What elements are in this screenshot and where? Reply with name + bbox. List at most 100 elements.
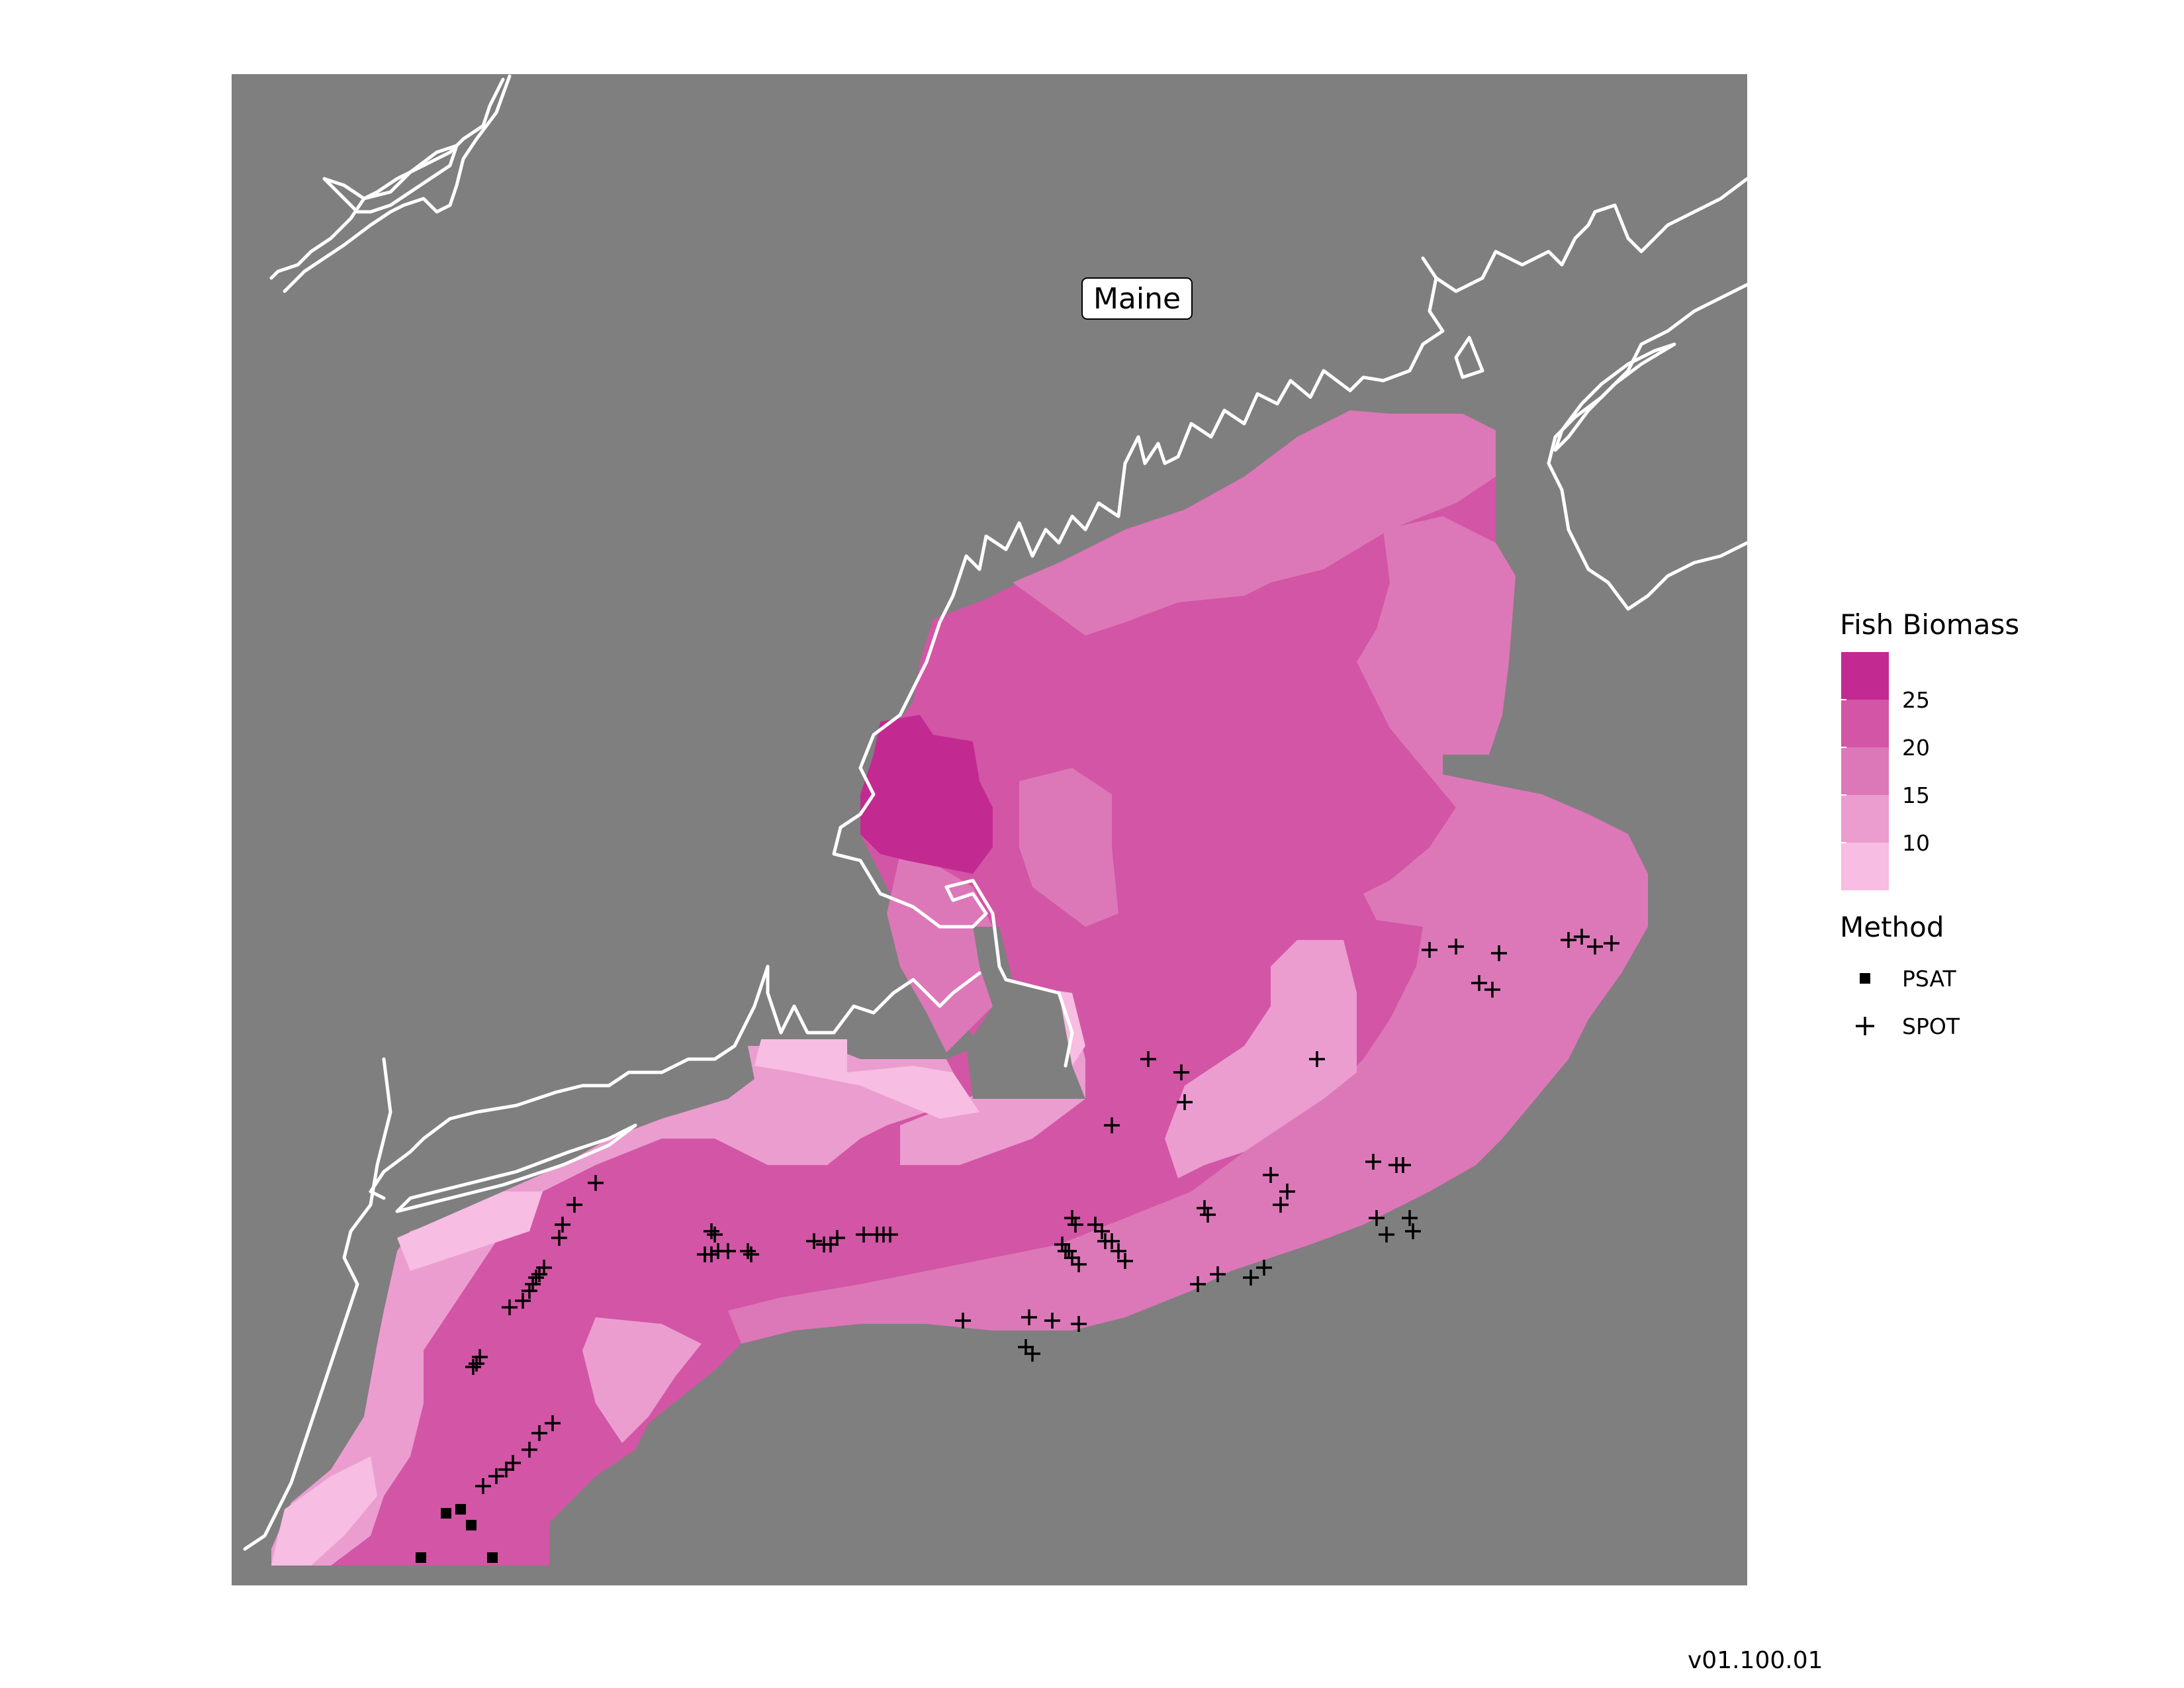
psat-marker — [466, 1520, 477, 1530]
spot-marker — [1491, 945, 1507, 961]
spot-marker — [1604, 935, 1619, 951]
spot-marker — [515, 1293, 531, 1309]
biomass-region-nj-10 — [582, 1317, 702, 1443]
spot-marker — [704, 1223, 719, 1239]
legend-biomass: Fish Biomass 25 20 15 10 — [1840, 608, 2019, 890]
spot-marker — [1140, 1051, 1156, 1067]
spot-marker — [502, 1299, 518, 1315]
spot-marker — [1379, 1227, 1394, 1243]
spot-marker — [555, 1217, 570, 1233]
psat-markers — [416, 1504, 498, 1563]
spot-marker — [1058, 1243, 1073, 1259]
legend-method: Method PSAT SPOT — [1840, 911, 1960, 1039]
spot-marker — [1587, 939, 1603, 955]
spot-marker — [531, 1266, 547, 1282]
legend-biomass-label: 20 — [1902, 735, 1930, 761]
legend-method-label-psat: PSAT — [1902, 966, 1956, 992]
psat-marker — [441, 1508, 451, 1519]
biomass-region-shoals-5 — [754, 1039, 979, 1119]
spot-marker — [1117, 1253, 1133, 1269]
coastline — [243, 74, 1749, 1551]
spot-marker — [1044, 1313, 1060, 1329]
coastline-st-lawrence-island — [322, 144, 459, 214]
spot-marker — [1197, 1200, 1212, 1216]
spot-marker — [465, 1359, 481, 1375]
coastline-bay-of-fundy — [1553, 342, 1676, 452]
spot-marker — [488, 1468, 504, 1484]
biomass-region-massbay-25 — [860, 715, 993, 874]
spot-marker — [1574, 929, 1590, 945]
spot-marker — [743, 1246, 759, 1262]
coastline-nj — [243, 1057, 392, 1551]
spot-marker — [1365, 1154, 1381, 1170]
coastline-long-island — [395, 1123, 637, 1213]
spot-marker — [1273, 1197, 1289, 1213]
spot-marker — [707, 1227, 723, 1243]
spot-marker — [1422, 942, 1437, 958]
spot-marker — [955, 1313, 971, 1329]
place-label-maine: Maine — [1093, 282, 1181, 316]
spot-marker — [1243, 1270, 1259, 1286]
legend-biomass-swatch — [1841, 843, 1889, 890]
spot-marker — [1369, 1210, 1385, 1226]
biomass-region-capecod-15 — [887, 854, 993, 1053]
spot-markers — [465, 929, 1619, 1494]
capecod-land-gap — [966, 927, 1085, 1099]
spot-marker — [1173, 1064, 1189, 1080]
spot-marker — [1064, 1210, 1080, 1226]
spot-marker — [1190, 1276, 1206, 1292]
spot-marker — [1018, 1339, 1034, 1355]
spot-marker — [1054, 1237, 1070, 1252]
spot-marker — [1405, 1223, 1421, 1239]
biomass-region-ny-5 — [397, 1192, 543, 1271]
spot-marker — [1177, 1094, 1193, 1110]
spot-marker — [823, 1237, 839, 1252]
coastline-nova-scotia — [1547, 283, 1749, 611]
legend-psat-symbol-icon — [1860, 973, 1870, 984]
biomass-region-georges-10 — [1165, 940, 1357, 1178]
spot-marker — [528, 1270, 544, 1286]
coastline-st-lawrence-south — [283, 74, 512, 293]
legend-biomass-label: 25 — [1902, 687, 1930, 713]
spot-marker — [882, 1227, 898, 1243]
legend-biomass-swatch — [1841, 795, 1889, 843]
spot-marker — [522, 1283, 537, 1299]
spot-marker — [551, 1230, 567, 1246]
spot-marker — [505, 1455, 521, 1471]
legend-biomass-swatch — [1841, 747, 1889, 795]
spot-marker — [1210, 1266, 1226, 1282]
spot-marker — [1094, 1223, 1110, 1239]
psat-marker — [416, 1552, 426, 1563]
coastline-canada-ne — [1434, 177, 1749, 293]
legend-biomass-label: 15 — [1902, 782, 1930, 808]
map-panel: Maine — [232, 74, 1749, 1585]
spot-marker — [1484, 982, 1500, 998]
biomass-region-central-15 — [1019, 768, 1118, 927]
coastline-maine-islands — [1454, 336, 1484, 379]
legend-method-label-spot: SPOT — [1902, 1013, 1960, 1039]
spot-marker — [1561, 932, 1576, 948]
spot-marker — [1064, 1250, 1080, 1266]
spot-marker — [1087, 1217, 1103, 1233]
spot-marker — [704, 1246, 719, 1262]
biomass-region-east-15 — [728, 516, 1648, 1344]
spot-marker — [1402, 1210, 1418, 1226]
spot-marker — [531, 1425, 547, 1441]
spot-marker — [472, 1349, 488, 1365]
place-label-background — [1081, 277, 1193, 320]
spot-marker — [720, 1243, 736, 1259]
biomass-region-shelf-15 — [1013, 410, 1496, 635]
coastline-st-lawrence-north — [269, 77, 505, 280]
spot-marker — [1309, 1051, 1325, 1067]
legend-spot-symbol-icon — [1856, 1017, 1874, 1035]
spot-marker — [545, 1415, 561, 1431]
legend-biomass-swatch — [1841, 700, 1889, 747]
spot-marker — [1068, 1217, 1083, 1233]
psat-marker — [455, 1504, 466, 1515]
spot-marker — [1256, 1260, 1272, 1276]
spot-marker — [1200, 1207, 1216, 1223]
spot-marker — [498, 1462, 514, 1477]
spot-marker — [525, 1276, 541, 1292]
legend-method-title: Method — [1840, 911, 1944, 943]
